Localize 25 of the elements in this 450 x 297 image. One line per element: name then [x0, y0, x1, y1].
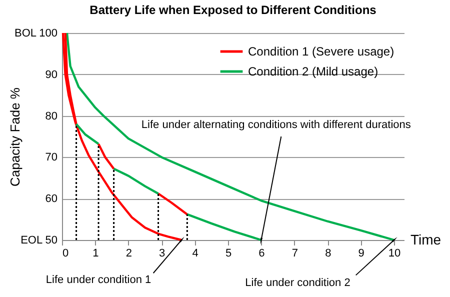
y-axis-title: Capacity Fade % [8, 87, 22, 186]
x-tick-label: 2 [126, 248, 132, 260]
x-tick-label: 8 [325, 248, 332, 260]
y-tick-label: BOL 100 [14, 28, 58, 40]
annotation: Life under condition 2 [245, 277, 350, 290]
x-tick-label: 1 [92, 248, 99, 260]
x-tick-label: 3 [159, 248, 166, 260]
legend-label: Condition 1 (Severe usage) [248, 44, 394, 58]
legend-label: Condition 2 (Mild usage) [248, 64, 378, 78]
x-tick-label: 7 [292, 248, 298, 260]
x-tick-label: 0 [62, 248, 69, 260]
y-tick-label: 60 [45, 193, 58, 206]
y-tick-label: 70 [45, 152, 58, 164]
x-tick-label: 6 [258, 248, 265, 260]
y-tick-label: 90 [45, 68, 58, 81]
annotation: Life under alternating conditions with different durations [141, 118, 412, 131]
x-axis-title: Time [410, 232, 442, 248]
chart-title: Battery Life when Exposed to Different Conditions [90, 3, 377, 17]
x-tick-label: 5 [225, 248, 232, 260]
x-tick-label: 4 [192, 248, 198, 260]
annotation: Life under condition 1 [46, 274, 152, 286]
x-tick-label: 10 [388, 248, 401, 260]
y-tick-label: 80 [45, 110, 58, 122]
x-tick-label: 9 [358, 248, 364, 260]
y-tick-label: EOL 50 [20, 234, 58, 246]
